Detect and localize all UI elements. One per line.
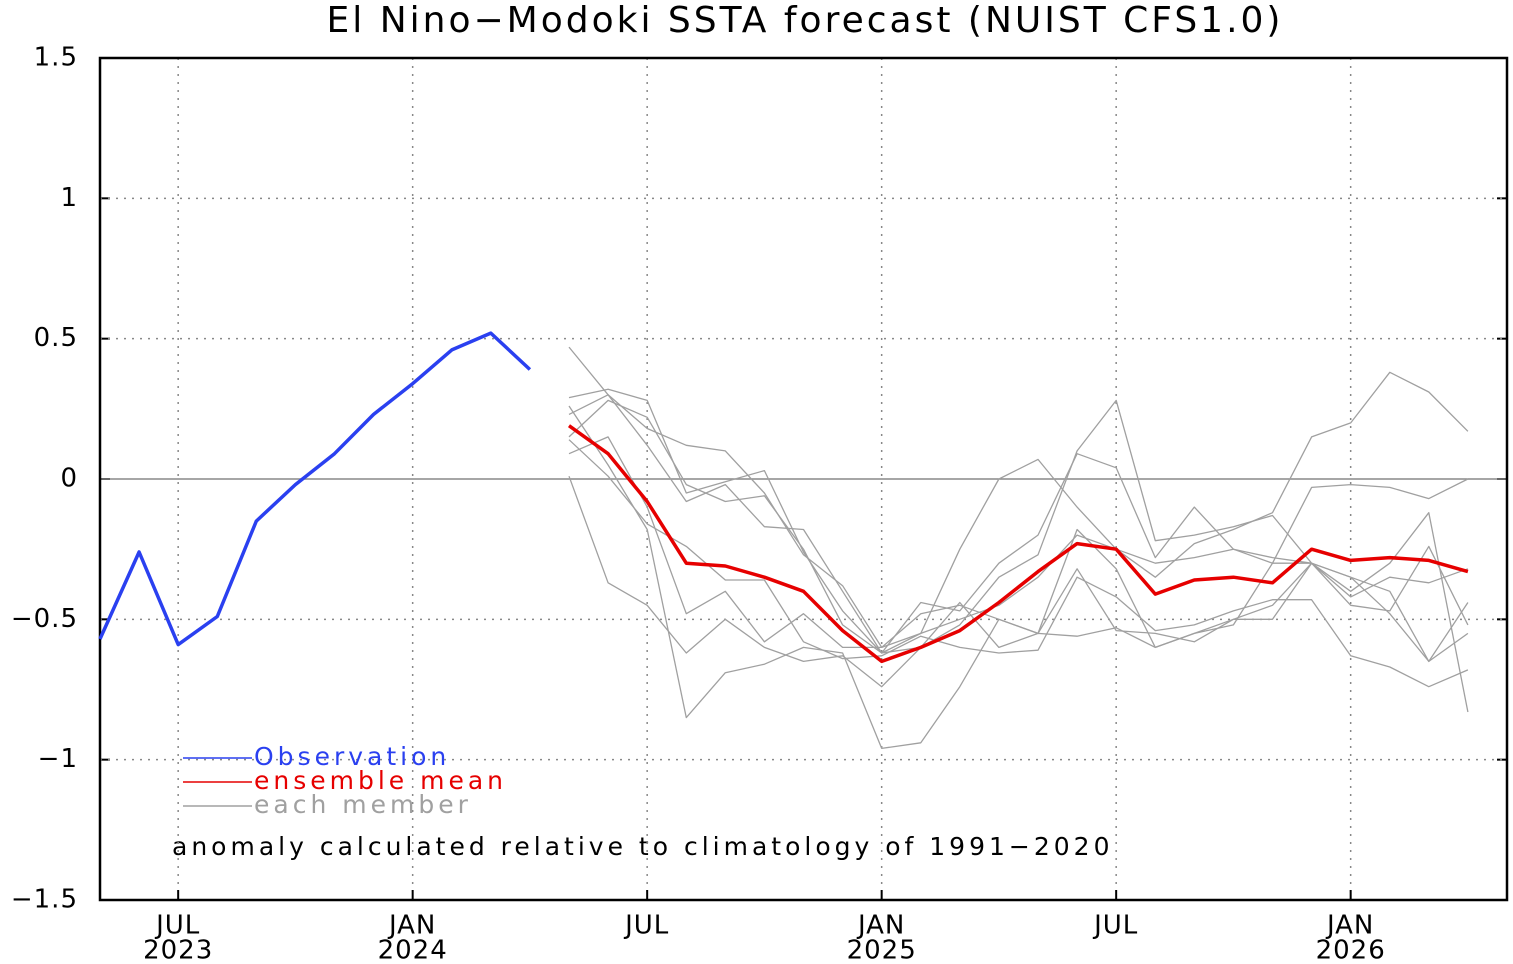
x-tick-label: JUL xyxy=(1092,911,1138,941)
x-tick-label: JUL xyxy=(154,911,200,941)
member-line xyxy=(568,439,1469,688)
x-tick-year: 2026 xyxy=(1316,936,1386,964)
y-tick-label: −0.5 xyxy=(11,604,78,634)
x-tick-label: JAN xyxy=(1325,911,1374,941)
y-tick-label: 0 xyxy=(60,464,78,494)
x-tick-year: 2023 xyxy=(143,936,213,964)
legend-label: ensemble mean xyxy=(254,766,507,795)
series-line xyxy=(567,424,1469,664)
y-tick-label: −1 xyxy=(38,744,78,774)
x-tick-year: 2024 xyxy=(378,936,448,964)
annotation: anomaly calculated relative to climatolo… xyxy=(172,832,1113,861)
member-line xyxy=(568,346,1469,649)
legend-label: Observation xyxy=(254,742,450,771)
y-tick-label: 1 xyxy=(60,183,78,213)
y-tick-label: 0.5 xyxy=(34,323,78,353)
y-tick-label: −1.5 xyxy=(11,885,78,915)
x-tick-label: JAN xyxy=(856,911,905,941)
series-line xyxy=(98,331,532,647)
chart-title: El Nino−Modoki SSTA forecast (NUIST CFS1… xyxy=(327,0,1284,41)
legend-label: each member xyxy=(254,790,472,819)
member-line xyxy=(568,388,1469,663)
x-tick-label: JUL xyxy=(623,911,669,941)
y-tick-label: 1.5 xyxy=(34,43,78,73)
member-line xyxy=(568,399,1469,713)
member-line xyxy=(568,475,1469,688)
x-tick-year: 2025 xyxy=(847,936,917,964)
plot-frame xyxy=(98,56,1509,902)
member-line xyxy=(568,394,1469,654)
member-line xyxy=(568,405,1469,750)
x-tick-label: JAN xyxy=(387,911,436,941)
